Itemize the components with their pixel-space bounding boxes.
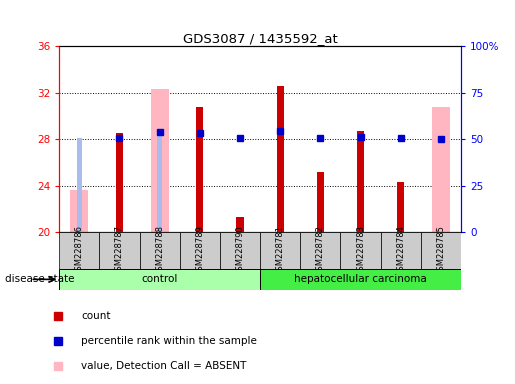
Text: count: count [81, 311, 111, 321]
Text: GSM228785: GSM228785 [436, 225, 445, 276]
Bar [317, 172, 324, 232]
Bar [99, 232, 140, 269]
Bar [180, 232, 220, 269]
Bar [300, 232, 340, 269]
Text: disease state: disease state [5, 274, 75, 285]
Bar [140, 232, 180, 269]
Bar [157, 131, 162, 232]
Bar [381, 232, 421, 269]
Title: GDS3087 / 1435592_at: GDS3087 / 1435592_at [183, 32, 337, 45]
Text: GSM228782: GSM228782 [316, 225, 325, 276]
Text: value, Detection Call = ABSENT: value, Detection Call = ABSENT [81, 361, 247, 371]
Bar [397, 182, 404, 232]
Bar [432, 107, 450, 232]
Text: GSM228781: GSM228781 [276, 225, 285, 276]
Text: hepatocellular carcinoma: hepatocellular carcinoma [294, 274, 427, 285]
Text: GSM228786: GSM228786 [75, 225, 84, 276]
Text: GSM228790: GSM228790 [235, 225, 245, 276]
Text: percentile rank within the sample: percentile rank within the sample [81, 336, 258, 346]
Text: GSM228783: GSM228783 [356, 225, 365, 276]
Text: GSM228787: GSM228787 [115, 225, 124, 276]
Text: GSM228788: GSM228788 [155, 225, 164, 276]
Text: control: control [142, 274, 178, 285]
Bar [357, 131, 364, 232]
Bar [421, 232, 461, 269]
Bar [236, 217, 244, 232]
Bar [196, 107, 203, 232]
Text: GSM228784: GSM228784 [396, 225, 405, 276]
Bar [260, 232, 300, 269]
Bar [77, 138, 82, 232]
Bar [340, 232, 381, 269]
Bar [70, 190, 89, 232]
Bar [59, 269, 260, 290]
Bar [260, 269, 461, 290]
Bar [150, 89, 169, 232]
Bar [277, 86, 284, 232]
Bar [220, 232, 260, 269]
Bar [116, 133, 123, 232]
Text: GSM228789: GSM228789 [195, 225, 204, 276]
Bar [59, 232, 99, 269]
